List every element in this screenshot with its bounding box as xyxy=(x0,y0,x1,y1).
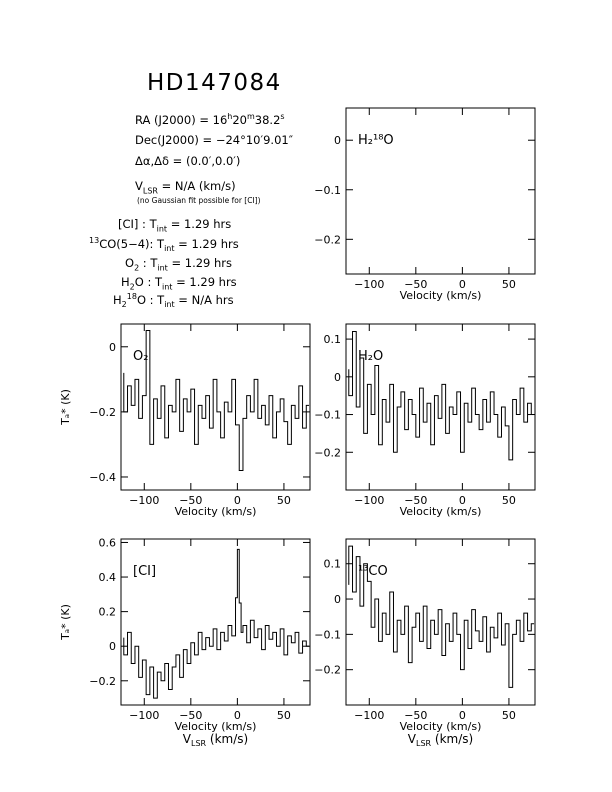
chart-o2: −100 −50 0 50 0 −0.2 −0.4 O₂ Velocity (km/s) Tₐ* … xyxy=(59,323,311,518)
vlsr-line: VLSR = N/A (km/s) xyxy=(135,179,236,196)
y-tick-label: −0.1 xyxy=(314,409,341,422)
x-tick-label: 50 xyxy=(502,494,516,507)
y-tick-label: 0.4 xyxy=(99,571,117,584)
chart-h2o: −100 −50 0 50 0.1 0 −0.1 −0.2 H₂O Velocity (km/s) xyxy=(314,323,536,518)
y-tick-label: −0.2 xyxy=(314,233,341,246)
y-tick-label: −0.2 xyxy=(314,664,341,677)
y-tick-label: −0.1 xyxy=(314,184,341,197)
x-tick-label: −50 xyxy=(404,278,427,291)
x-axis-label: Velocity (km/s) xyxy=(400,720,482,733)
x-tick-label: −50 xyxy=(404,709,427,722)
x-tick-label: 0 xyxy=(459,709,466,722)
page-title: HD147084 xyxy=(147,70,282,96)
panel-label: [CI] xyxy=(133,564,156,579)
y-tick-label: 0 xyxy=(334,593,341,606)
x-tick-label: 0 xyxy=(234,494,241,507)
y-tick-label: 0 xyxy=(334,134,341,147)
chart-ci: −100 −50 0 50 0.6 0.4 0.2 0 −0.2 [CI] Velocity (km… xyxy=(59,536,311,748)
spectrum-line-ci xyxy=(123,548,310,699)
plot-frame xyxy=(345,538,536,706)
offset-line: Δα,Δδ = (0.0′,0.0′) xyxy=(135,154,241,168)
integration-ci: [CI] : Tint = 1.29 hrs xyxy=(118,217,232,234)
x-tick-label: 0 xyxy=(459,494,466,507)
y-tick-label: 0.6 xyxy=(99,536,117,549)
ra-line: RA (J2000) = 16h20m38.2s xyxy=(135,112,285,127)
dec-line: Dec(J2000) = −24°10′9.01″ xyxy=(135,133,294,147)
y-tick-label: −0.2 xyxy=(314,446,341,459)
integration-h2o: H2O : Tint = 1.29 hrs xyxy=(121,275,237,292)
panel-label: H₂¹⁸O xyxy=(358,133,394,148)
integration-h218o: H218O : Tint = N/A hrs xyxy=(113,292,234,310)
x-axis-label: Velocity (km/s) xyxy=(175,720,257,733)
x-axis-label: Velocity (km/s) xyxy=(400,289,482,302)
vlsr-axis-label: VLSR (km/s) xyxy=(183,732,248,748)
y-tick-label: −0.4 xyxy=(89,471,116,484)
gaussian-note: (no Gaussian fit possible for [CI]) xyxy=(137,196,261,205)
x-tick-label: −50 xyxy=(179,709,202,722)
plot-frame xyxy=(120,323,311,491)
panel-label: H₂O xyxy=(358,349,383,364)
x-axis-label: Velocity (km/s) xyxy=(175,505,257,518)
x-tick-label: −100 xyxy=(354,494,384,507)
plot-frame xyxy=(345,107,536,275)
y-tick-label: −0.1 xyxy=(314,628,341,641)
y-tick-label: −0.2 xyxy=(89,675,116,688)
x-tick-label: −100 xyxy=(129,709,159,722)
y-tick-label: 0.1 xyxy=(324,558,342,571)
x-tick-label: 0 xyxy=(234,709,241,722)
x-tick-label: −100 xyxy=(129,494,159,507)
x-tick-label: −50 xyxy=(179,494,202,507)
panel-label: ¹³CO xyxy=(358,564,388,579)
y-tick-label: −0.2 xyxy=(89,406,116,419)
x-tick-label: 50 xyxy=(502,709,516,722)
integration-o2: O2 : Tint = 1.29 hrs xyxy=(125,256,233,273)
y-tick-label: 0.2 xyxy=(99,606,117,619)
y-tick-label: 0 xyxy=(109,341,116,354)
spectrum-line-h2o xyxy=(348,331,535,461)
y-tick-label: 0.1 xyxy=(324,333,342,346)
y-tick-label: 0 xyxy=(109,640,116,653)
spectrum-line-13co xyxy=(348,545,535,688)
x-tick-label: 0 xyxy=(459,278,466,291)
x-tick-label: −50 xyxy=(404,494,427,507)
vlsr-axis-label: VLSR (km/s) xyxy=(408,732,473,748)
x-tick-label: 50 xyxy=(277,709,291,722)
y-axis-label: Tₐ* (K) xyxy=(59,604,72,641)
plot-frame xyxy=(120,538,311,706)
plot-frame xyxy=(345,323,536,491)
x-axis-label: Velocity (km/s) xyxy=(400,505,482,518)
spectrum-line-o2 xyxy=(123,330,310,471)
x-tick-label: −100 xyxy=(354,278,384,291)
x-tick-label: −100 xyxy=(354,709,384,722)
chart-h218o: −100 −50 0 50 0 −0.1 −0.2 H₂¹⁸O Velocity (km/s) xyxy=(314,107,536,302)
x-tick-label: 50 xyxy=(502,278,516,291)
y-axis-label: Tₐ* (K) xyxy=(59,389,72,426)
y-tick-label: 0 xyxy=(334,371,341,384)
chart-13co: −100 −50 0 50 0.1 0 −0.1 −0.2 ¹³CO Velocity (km/s… xyxy=(314,538,536,748)
integration-13co: 13CO(5−4): Tint = 1.29 hrs xyxy=(89,236,239,254)
x-tick-label: 50 xyxy=(277,494,291,507)
panel-label: O₂ xyxy=(133,349,148,364)
